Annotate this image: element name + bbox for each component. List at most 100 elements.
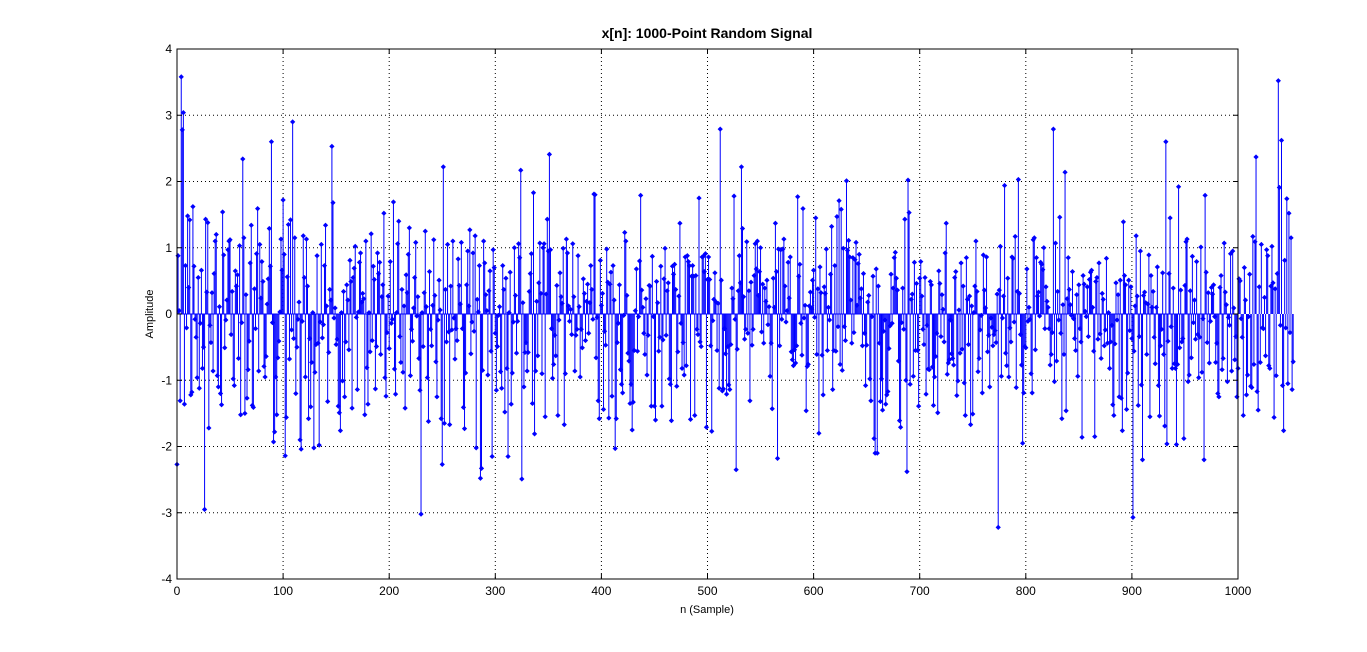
stem-marker (344, 282, 350, 288)
x-axis-label: n (Sample) (680, 604, 734, 616)
stem-marker (838, 206, 844, 212)
stem-marker (434, 394, 440, 400)
stem-marker (1210, 282, 1217, 288)
stem-marker (1088, 267, 1095, 273)
stem-marker (883, 401, 889, 407)
stem-marker (194, 374, 200, 381)
stem-marker (642, 351, 648, 358)
stem-marker (710, 318, 716, 324)
stem-marker (609, 393, 615, 399)
stem-marker (1223, 302, 1229, 308)
stem-marker (490, 247, 496, 253)
stem-marker (1056, 317, 1062, 323)
x-tick-label: 800 (1016, 584, 1036, 598)
stem-marker (968, 422, 974, 428)
stem-marker (1251, 361, 1257, 367)
stem-marker (232, 268, 238, 274)
stem-marker (900, 285, 906, 291)
stem-marker (1178, 287, 1184, 293)
stem-marker (779, 316, 785, 322)
stem-marker (1150, 288, 1156, 295)
stem-marker (629, 427, 635, 433)
stem-marker (1029, 390, 1035, 396)
stem-marker (1219, 367, 1225, 373)
stem-marker (470, 250, 476, 256)
stem-marker (604, 246, 610, 252)
stem-marker (510, 319, 516, 325)
stem-marker (958, 260, 964, 266)
stem-marker (1075, 373, 1081, 379)
stem-marker (329, 143, 335, 150)
stem-marker (227, 237, 233, 243)
stem-marker (477, 475, 484, 481)
stem-marker (633, 266, 640, 272)
stem-marker (1048, 351, 1054, 358)
stem-marker (229, 288, 235, 295)
stem-marker (1061, 351, 1067, 358)
stem-marker (444, 241, 451, 248)
y-axis-label: Amplitude (144, 290, 156, 339)
stem-marker (1121, 272, 1128, 279)
stem-marker (1023, 345, 1029, 351)
stem-marker (772, 220, 779, 226)
stem-marker (614, 339, 620, 346)
stem-marker (747, 398, 753, 404)
stem-marker (969, 303, 975, 309)
stem-marker (715, 300, 721, 307)
stem-marker (190, 204, 196, 210)
stem-marker (994, 291, 1000, 297)
stem-marker (478, 465, 485, 471)
stem-marker (744, 239, 750, 245)
stem-marker (622, 229, 628, 236)
stem-marker (1073, 347, 1079, 354)
stem-marker (368, 231, 374, 237)
stem-marker (198, 267, 205, 273)
stem-marker (736, 253, 742, 259)
stem-marker (877, 398, 884, 405)
stem-marker (309, 359, 315, 365)
stem-marker (219, 209, 226, 215)
stem-marker (1050, 126, 1057, 132)
x-tick-label: 700 (910, 584, 930, 598)
stem-marker (443, 339, 450, 345)
stem-marker (387, 259, 393, 265)
x-tick-label: 400 (591, 584, 611, 598)
stem-marker (644, 372, 650, 378)
stem-marker (210, 368, 216, 374)
stem-marker (615, 320, 622, 326)
stem-marker (923, 391, 929, 397)
stem-marker (761, 340, 767, 346)
stem-marker (538, 290, 544, 297)
stem-marker (371, 276, 377, 283)
stem-marker (546, 151, 553, 157)
stem-marker (1052, 240, 1059, 246)
stem-marker (954, 392, 960, 399)
stem-marker (687, 416, 694, 422)
stem-marker (1287, 329, 1293, 336)
stem-marker (1013, 384, 1019, 391)
stem-marker (1010, 255, 1016, 261)
stem-marker (1079, 434, 1085, 440)
stem-marker (566, 318, 573, 324)
stem-marker (1226, 322, 1233, 328)
stem-marker (195, 274, 201, 281)
stem-marker (418, 511, 424, 517)
stem-marker (940, 306, 946, 312)
stem-marker (1202, 192, 1208, 199)
stem-marker (663, 332, 669, 338)
stem-marker (1051, 378, 1058, 385)
stem-marker (409, 338, 416, 344)
y-tick-label: 3 (165, 108, 172, 122)
x-tick-label: 300 (485, 584, 505, 598)
stem-marker (245, 367, 251, 373)
stem-marker (218, 402, 225, 408)
stem-marker (547, 247, 554, 253)
stem-marker (1006, 374, 1012, 380)
stem-marker (630, 399, 636, 405)
stem-marker (512, 292, 519, 299)
stem-marker (401, 303, 407, 309)
stem-marker (695, 331, 701, 338)
stem-marker (906, 210, 912, 216)
stem-marker (1277, 322, 1284, 328)
stem-marker (918, 259, 924, 265)
